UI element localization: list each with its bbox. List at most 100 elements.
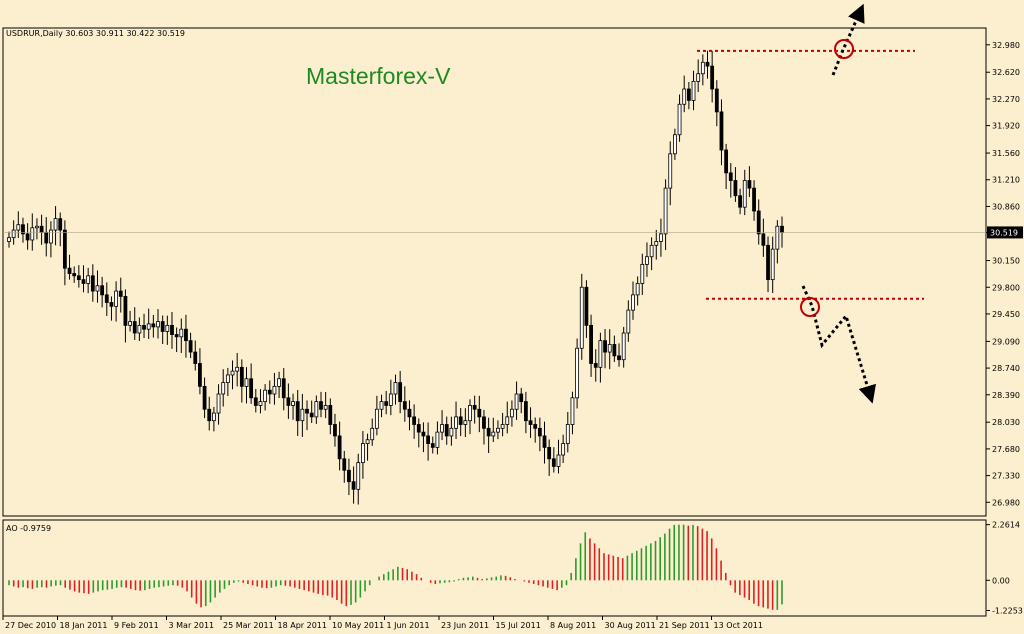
candle <box>328 398 333 435</box>
candle <box>626 300 631 342</box>
candle <box>76 265 81 288</box>
candle <box>752 180 756 221</box>
candle <box>458 408 463 437</box>
y-tick-label: 26.980 <box>992 498 1020 507</box>
x-tick-label: 8 Aug 2011 <box>550 621 596 630</box>
candle <box>319 391 323 418</box>
y-tick-label: 29.090 <box>992 337 1020 346</box>
candle <box>435 421 440 455</box>
candle <box>90 264 95 302</box>
candle <box>356 453 361 505</box>
candle <box>598 332 603 383</box>
candle <box>686 81 691 110</box>
ao-label: AO -0.9759 <box>6 524 51 533</box>
y-tick-label: 30.150 <box>992 257 1020 266</box>
x-tick-label: 18 Apr 2011 <box>278 621 327 630</box>
candle <box>104 282 109 316</box>
candle <box>402 386 407 422</box>
candle <box>160 315 165 344</box>
candle <box>579 273 584 360</box>
y-tick-label: 32.620 <box>992 68 1020 77</box>
candle <box>235 352 240 387</box>
candle <box>430 436 435 454</box>
candle <box>570 391 575 435</box>
candle <box>244 367 249 404</box>
candle <box>505 401 510 434</box>
candle <box>635 276 640 306</box>
candle <box>477 395 482 433</box>
candle <box>742 169 747 216</box>
candle <box>496 420 500 440</box>
candle <box>53 206 58 246</box>
candle <box>775 220 780 264</box>
candle <box>700 54 705 86</box>
candle <box>645 242 649 277</box>
x-tick-label: 21 Sep 2011 <box>659 621 710 630</box>
y-tick-label: 29.450 <box>992 310 1020 319</box>
candle <box>482 409 486 445</box>
y-tick-label: 28.030 <box>992 418 1020 427</box>
candle <box>426 422 430 461</box>
candle <box>710 50 715 103</box>
candle <box>654 229 659 260</box>
candle <box>621 326 626 368</box>
candle <box>174 327 179 353</box>
y-tick-label: 27.330 <box>992 472 1020 481</box>
candle <box>165 315 170 345</box>
candle <box>468 399 472 435</box>
candle <box>207 396 212 431</box>
x-tick-label: 25 Mar 2011 <box>223 621 274 630</box>
candle <box>472 395 477 424</box>
forecast-arrow-up <box>831 3 865 76</box>
candle <box>198 348 202 395</box>
ao-tick-label: -1.2253 <box>992 606 1023 615</box>
candle <box>440 410 444 441</box>
candle <box>365 433 370 461</box>
candle <box>351 466 356 504</box>
candle <box>156 309 160 339</box>
candle <box>728 163 733 198</box>
candle <box>719 99 724 166</box>
candle <box>463 408 468 438</box>
candle <box>668 141 673 206</box>
candle <box>370 418 375 446</box>
x-tick-label: 27 Dec 2010 <box>5 621 56 630</box>
candle <box>295 390 300 436</box>
candle <box>333 413 337 447</box>
candle <box>584 280 589 338</box>
candle <box>379 394 384 418</box>
candle <box>21 217 25 243</box>
candle <box>537 417 542 452</box>
candle <box>202 377 207 419</box>
candle <box>170 311 174 349</box>
candle <box>72 266 77 283</box>
candle <box>267 380 272 404</box>
candle <box>142 313 146 339</box>
candle <box>7 231 11 248</box>
candle <box>35 218 39 240</box>
current-price-label: 30.519 <box>990 228 1018 237</box>
candle <box>603 329 607 369</box>
x-tick-label: 1 Jun 2011 <box>387 621 430 630</box>
y-tick-label: 28.740 <box>992 364 1020 373</box>
candle <box>561 434 566 463</box>
candle <box>253 388 258 413</box>
y-tick-label: 27.680 <box>992 445 1020 454</box>
candle <box>291 393 295 420</box>
y-tick-label: 32.270 <box>992 95 1020 104</box>
candle <box>421 422 426 453</box>
candle <box>384 390 389 415</box>
candle <box>766 236 770 293</box>
candle <box>393 374 398 405</box>
ao-tick-label: 2.2614 <box>992 521 1020 530</box>
candle <box>263 384 268 411</box>
x-tick-label: 30 Aug 2011 <box>605 621 656 630</box>
candle <box>221 369 226 407</box>
candle <box>551 447 556 473</box>
candle <box>49 221 53 258</box>
candle <box>547 439 552 476</box>
candle <box>589 314 593 377</box>
candle <box>607 329 612 370</box>
candle <box>374 395 379 436</box>
